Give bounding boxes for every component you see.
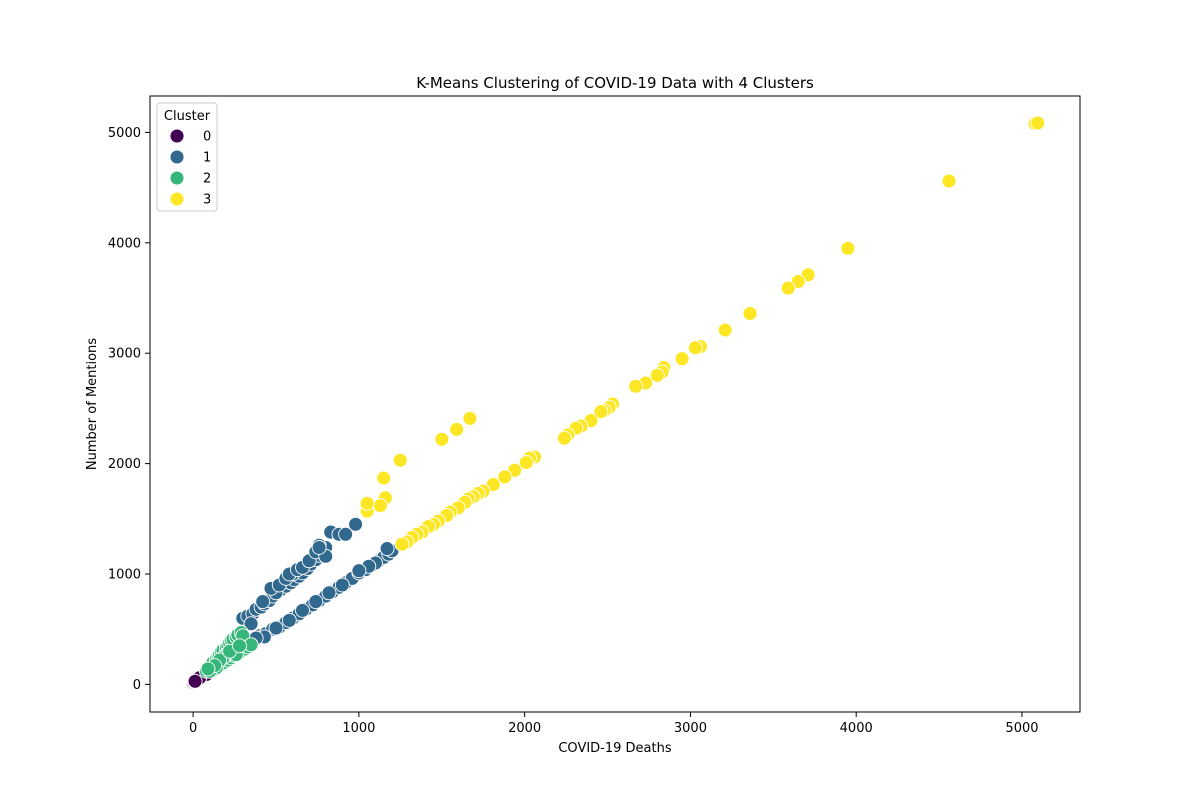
y-tick-label: 3000 [108, 347, 141, 362]
legend-label: 3 [203, 193, 211, 208]
y-axis-title: Number of Mentions [85, 338, 100, 470]
data-point [200, 661, 216, 677]
data-point [338, 526, 354, 542]
data-point [687, 340, 703, 356]
data-point [717, 322, 733, 338]
data-point [674, 351, 690, 367]
legend-label: 2 [203, 172, 211, 187]
plot-area: 0 1000 2000 3000 4000 5000 0 1000 2000 3000 4000 50… [108, 95, 1081, 736]
data-point [497, 469, 513, 485]
data-point [187, 673, 203, 689]
data-point [840, 240, 856, 256]
data-point [243, 616, 259, 632]
data-point [394, 536, 410, 552]
chart-title: K-Means Clustering of COVID-19 Data with… [416, 74, 814, 92]
series-cluster-1 [235, 516, 400, 647]
data-point [742, 306, 758, 321]
data-point [392, 452, 408, 468]
series-cluster-3 [359, 115, 1046, 552]
axes-layer: 0 1000 2000 3000 4000 5000 0 1000 2000 3000 4000 50… [108, 95, 1081, 736]
data-point [649, 367, 665, 383]
data-point [1030, 115, 1046, 131]
data-point [780, 280, 796, 296]
data-point [434, 431, 450, 447]
y-tick-label: 0 [133, 678, 141, 693]
data-point [334, 577, 350, 593]
data-point [518, 455, 534, 470]
legend-marker [169, 191, 185, 207]
data-point [449, 421, 465, 437]
data-point [281, 612, 297, 628]
points-layer [185, 115, 1046, 691]
x-axis-title: COVID-19 Deaths [558, 741, 671, 756]
y-tick-label: 1000 [108, 568, 141, 583]
x-tick-label: 4000 [840, 721, 873, 736]
data-point [556, 430, 572, 446]
legend-title: Cluster [164, 109, 211, 124]
data-point [348, 516, 364, 532]
data-point [372, 498, 388, 514]
data-point [311, 540, 327, 555]
x-tick-label: 5000 [1005, 721, 1038, 736]
data-point [321, 585, 337, 601]
data-point [376, 470, 392, 486]
y-tick-label: 2000 [108, 457, 141, 472]
legend: Cluster 0 1 2 3 [156, 102, 218, 212]
legend-box [156, 102, 218, 212]
plot-frame [149, 95, 1081, 713]
data-point [941, 173, 957, 189]
legend-marker [169, 149, 185, 165]
legend-label: 0 [203, 130, 211, 145]
x-tick-label: 3000 [674, 721, 707, 736]
data-point [379, 541, 395, 557]
data-point [593, 404, 609, 420]
data-point [268, 620, 284, 636]
data-point [232, 638, 247, 654]
data-point [351, 563, 367, 579]
legend-marker [169, 128, 185, 144]
y-tick-label: 5000 [108, 126, 141, 141]
legend-label: 1 [203, 151, 211, 166]
series-cluster-2 [198, 625, 259, 679]
y-tick-label: 4000 [108, 236, 141, 251]
data-point [295, 602, 310, 618]
x-tick-label: 1000 [342, 721, 375, 736]
data-point [255, 594, 271, 610]
data-point [628, 378, 644, 394]
data-point [308, 594, 324, 610]
data-point [359, 495, 375, 511]
legend-marker [169, 170, 185, 186]
x-tick-label: 0 [189, 721, 197, 736]
x-tick-label: 2000 [508, 721, 541, 736]
data-point [462, 410, 478, 426]
